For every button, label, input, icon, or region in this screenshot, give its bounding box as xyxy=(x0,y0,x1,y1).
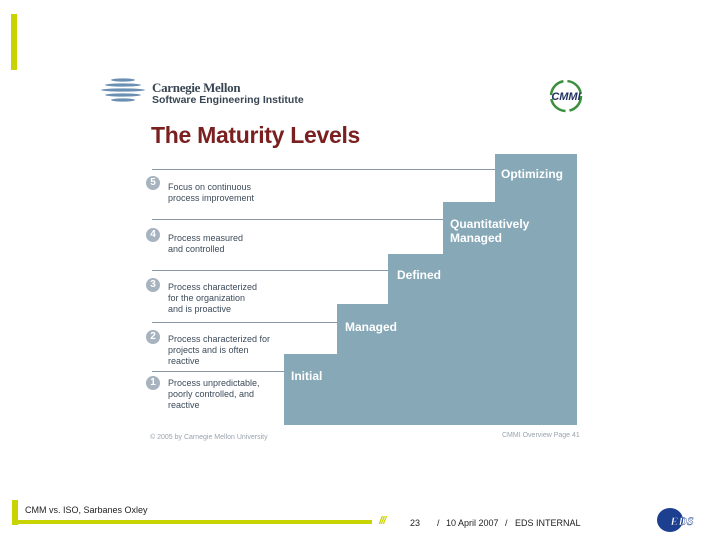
level-2-description: Process characterized for projects and i… xyxy=(168,334,288,367)
level-4-description: Process measured and controlled xyxy=(168,233,288,255)
level-1-desc-line: poorly controlled, and xyxy=(168,389,255,399)
level-2-desc-line: Process characterized for xyxy=(168,334,271,344)
staircase-shape xyxy=(284,154,577,425)
level-4-desc-line: Process measured xyxy=(168,233,244,243)
level-5-desc-line: Focus on continuous xyxy=(168,182,252,192)
footer-slashes: /// xyxy=(379,515,386,527)
level-5-description: Focus on continuous process improvement xyxy=(168,182,288,204)
footer-accent-line xyxy=(18,520,372,524)
level-2-name: Managed xyxy=(345,320,398,334)
footer-accent-bar xyxy=(12,500,18,525)
org-line2: Software Engineering Institute xyxy=(152,94,304,106)
level-4-desc-line: and controlled xyxy=(168,244,225,254)
footer-title: CMM vs. ISO, Sarbanes Oxley xyxy=(25,505,148,515)
level-1-line xyxy=(152,371,284,372)
level-5-desc-line: process improvement xyxy=(168,193,255,203)
level-2-desc-line: projects and is often xyxy=(168,345,249,355)
maturity-staircase xyxy=(284,154,577,425)
org-line1: Carnegie Mellon xyxy=(152,80,241,95)
slide-page-reference: CMMI Overview Page 41 xyxy=(502,432,580,439)
level-3-desc-line: for the organization xyxy=(168,293,246,303)
level-2-line xyxy=(152,322,337,323)
cmu-logo xyxy=(101,78,145,102)
level-1-desc-line: Process unpredictable, xyxy=(168,378,260,388)
level-2-desc-line: reactive xyxy=(168,356,200,366)
eds-logo-text: EDS xyxy=(669,514,694,528)
level-1-name: Initial xyxy=(291,369,323,383)
footer-page-number: 23 xyxy=(410,518,421,528)
level-2-number: 2 xyxy=(146,330,160,344)
level-5-line xyxy=(152,169,495,170)
level-3-desc-line: and is proactive xyxy=(168,304,232,314)
footer-separator: / xyxy=(437,518,440,528)
level-3-line xyxy=(152,270,388,271)
footer-classification: EDS INTERNAL xyxy=(515,518,581,528)
level-1-desc-line: reactive xyxy=(168,400,200,410)
level-1-description: Process unpredictable, poorly controlled… xyxy=(168,378,288,411)
organization-name: Carnegie Mellon Software Engineering Ins… xyxy=(152,81,304,107)
level-4-line xyxy=(152,219,443,220)
level-4-name: Quantitatively Managed xyxy=(450,217,530,245)
slide-copyright: © 2005 by Carnegie Mellon University xyxy=(150,434,268,441)
level-4-number: 4 xyxy=(146,228,160,242)
slide-title: The Maturity Levels xyxy=(151,122,361,148)
footer-date: 10 April 2007 xyxy=(446,518,499,528)
level-3-name: Defined xyxy=(397,268,442,282)
footer-separator: / xyxy=(505,518,508,528)
level-3-number: 3 xyxy=(146,278,160,292)
level-3-desc-line: Process characterized xyxy=(168,282,258,292)
level-3-description: Process characterized for the organizati… xyxy=(168,282,288,315)
eds-logo: EDS xyxy=(657,508,694,532)
cmmi-logo: CMMI xyxy=(549,79,583,113)
level-5-name: Optimizing xyxy=(501,167,563,181)
level-1-number: 1 xyxy=(146,376,160,390)
cmmi-logo-text: CMMI xyxy=(551,91,581,103)
level-5-number: 5 xyxy=(146,176,160,190)
accent-bar xyxy=(11,14,17,70)
